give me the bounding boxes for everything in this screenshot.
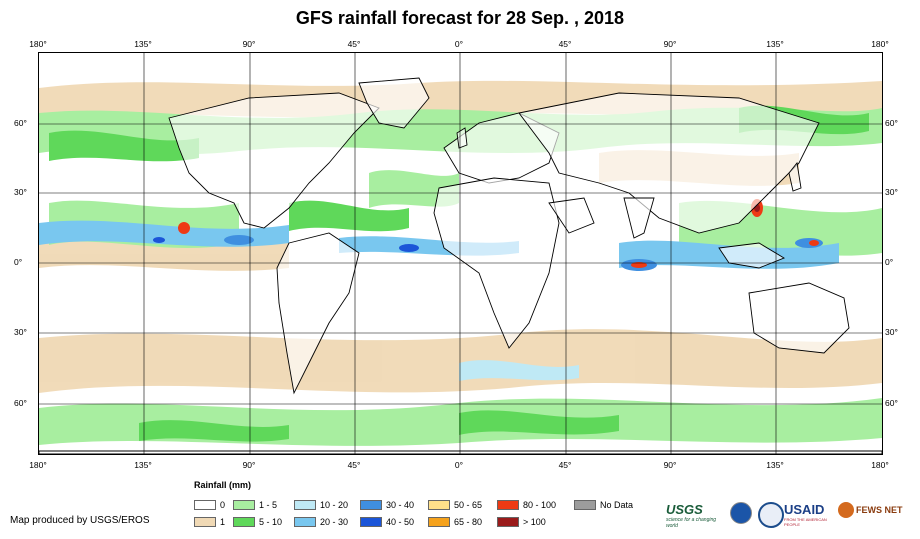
- legend-label: 80 - 100: [523, 500, 557, 510]
- usgs-logo-text: USGS: [666, 502, 703, 517]
- usgs-logo: USGS science for a changing world: [666, 502, 726, 529]
- lat-tick-right: 30°: [885, 327, 898, 337]
- legend-item: 0: [194, 500, 225, 510]
- usaid-logo-text: USAID: [784, 502, 825, 517]
- legend-item: No Data: [574, 500, 633, 510]
- legend-swatch: [360, 500, 382, 510]
- legend-label: No Data: [600, 500, 634, 510]
- legend-label: 30 - 40: [386, 500, 415, 510]
- lon-tick-bottom: 90°: [242, 460, 256, 470]
- lon-tick-top: 180°: [29, 39, 47, 49]
- lon-tick-bottom: 135°: [134, 460, 152, 470]
- lat-tick-left: 30°: [14, 187, 27, 197]
- world-rainfall-map[interactable]: [38, 52, 883, 455]
- legend-label: 10 - 20: [320, 500, 349, 510]
- lon-tick-top: 45°: [558, 39, 572, 49]
- lat-tick-left: 60°: [14, 398, 27, 408]
- legend-label: 1: [220, 517, 226, 527]
- legend-swatch: [360, 517, 382, 527]
- lon-tick-bottom: 45°: [347, 460, 361, 470]
- lon-tick-bottom: 45°: [558, 460, 572, 470]
- legend-label: 40 - 50: [386, 517, 415, 527]
- lon-tick-top: 90°: [663, 39, 677, 49]
- lon-tick-top: 180°: [871, 39, 889, 49]
- lat-tick-right: 30°: [885, 187, 898, 197]
- lat-tick-left: 30°: [14, 327, 27, 337]
- map-canvas: [39, 53, 882, 454]
- legend-item: > 100: [497, 517, 546, 527]
- legend-swatch: [428, 517, 450, 527]
- lon-tick-top: 135°: [134, 39, 152, 49]
- legend-item: 50 - 65: [428, 500, 482, 510]
- legend-swatch: [294, 500, 316, 510]
- graticule: [39, 53, 882, 454]
- credit-text: Map produced by USGS/EROS: [10, 515, 150, 526]
- legend-item: 65 - 80: [428, 517, 482, 527]
- legend-title: Rainfall (mm): [194, 480, 252, 490]
- legend-item: 1 - 5: [233, 500, 277, 510]
- legend-swatch: [194, 500, 216, 510]
- legend-swatch: [574, 500, 596, 510]
- legend-swatch: [497, 517, 519, 527]
- legend-swatch: [294, 517, 316, 527]
- map-title: GFS rainfall forecast for 28 Sep. , 2018: [295, 8, 625, 28]
- lon-tick-bottom: 90°: [663, 460, 677, 470]
- lon-tick-bottom: 180°: [871, 460, 889, 470]
- lon-tick-bottom: 0°: [454, 460, 464, 470]
- legend-item: 40 - 50: [360, 517, 414, 527]
- legend-label: 5 - 10: [259, 517, 283, 527]
- lat-tick-left: 60°: [14, 118, 27, 128]
- legend-swatch: [194, 517, 216, 527]
- legend-label: 0: [220, 500, 226, 510]
- lat-tick-right: 60°: [885, 398, 898, 408]
- lon-tick-top: 0°: [454, 39, 464, 49]
- legend-label: 65 - 80: [454, 517, 483, 527]
- legend-swatch: [233, 517, 255, 527]
- legend-item: 10 - 20: [294, 500, 348, 510]
- usgs-tagline: science for a changing world: [666, 517, 717, 529]
- usaid-seal-icon: [758, 502, 784, 528]
- lon-tick-top: 45°: [347, 39, 361, 49]
- legend-label: 1 - 5: [259, 500, 278, 510]
- lon-tick-bottom: 180°: [29, 460, 47, 470]
- legend-item: 5 - 10: [233, 517, 282, 527]
- lat-tick-left: 0°: [14, 257, 23, 267]
- legend-item: 80 - 100: [497, 500, 556, 510]
- legend-swatch: [497, 500, 519, 510]
- legend-item: 30 - 40: [360, 500, 414, 510]
- legend-label: > 100: [523, 517, 546, 527]
- fews-logo-text: FEWS NET: [856, 505, 903, 515]
- legend-label: 20 - 30: [320, 517, 349, 527]
- lon-tick-top: 90°: [242, 39, 256, 49]
- noaa-seal-icon: [730, 502, 752, 524]
- legend-item: 1: [194, 517, 225, 527]
- lat-tick-right: 0°: [885, 257, 894, 267]
- usaid-logo: USAID FROM THE AMERICAN PEOPLE: [784, 502, 839, 527]
- fews-net-logo: FEWS NET: [838, 502, 914, 518]
- legend-swatch: [233, 500, 255, 510]
- lon-tick-top: 135°: [766, 39, 784, 49]
- fews-globe-icon: [838, 502, 854, 518]
- legend-label: 50 - 65: [454, 500, 483, 510]
- lat-tick-right: 60°: [885, 118, 898, 128]
- legend-swatch: [428, 500, 450, 510]
- lon-tick-bottom: 135°: [766, 460, 784, 470]
- usaid-tagline: FROM THE AMERICAN PEOPLE: [784, 517, 827, 527]
- legend-item: 20 - 30: [294, 517, 348, 527]
